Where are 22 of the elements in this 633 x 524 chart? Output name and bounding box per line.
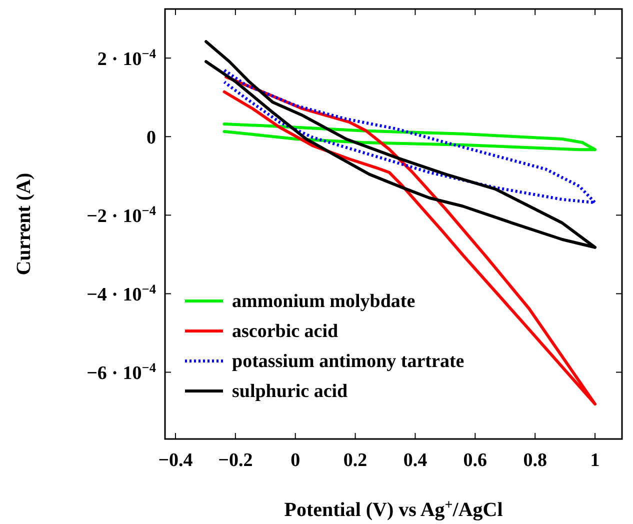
line-series (222, 122, 597, 152)
legend-label: sulphuric acid (232, 381, 348, 402)
y-tick-label: −4 · 10$^{−4}$ (86, 281, 156, 306)
x-tick-label: 0.8 (523, 450, 547, 471)
x-tick-label: 0.6 (463, 450, 488, 471)
legend-label: potassium antimony tartrate (232, 351, 464, 372)
x-tick-label: 1 (590, 450, 600, 471)
x-tick-label: −0.2 (218, 450, 253, 471)
legend-label: ammonium molybdate (232, 291, 416, 312)
y-tick-label: −2 · 10$^{−4}$ (86, 202, 156, 228)
y-tick-label: 0 (146, 128, 156, 149)
x-tick-label: 0.4 (403, 450, 428, 471)
x-axis-title: Potential (V) vs Ag$^{+}$/AgCl (284, 498, 504, 521)
legend-label: ascorbic acid (232, 321, 338, 342)
y-tick-label: 2 · 10$^{−4}$ (97, 46, 156, 70)
line-series (204, 40, 597, 249)
y-tick-label: −6 · 10$^{−4}$ (86, 360, 156, 384)
x-tick-label: 0 (290, 450, 300, 471)
y-axis-title: Current (A) (13, 172, 35, 276)
line-series (222, 68, 597, 204)
x-tick-label: −0.4 (158, 450, 194, 471)
x-tick-label: 0.2 (343, 450, 368, 471)
